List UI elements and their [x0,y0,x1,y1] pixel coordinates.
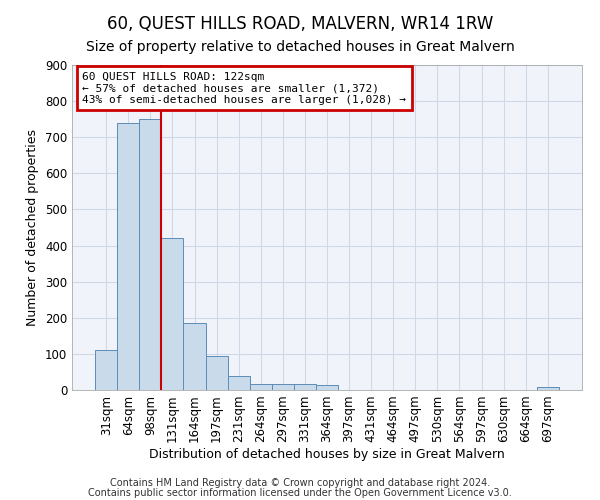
Bar [272,384,294,390]
Bar [139,119,161,390]
Bar [95,350,117,390]
Bar [294,384,316,390]
Bar [117,123,139,390]
Bar [161,238,184,390]
Text: Size of property relative to detached houses in Great Malvern: Size of property relative to detached ho… [86,40,514,54]
Text: Contains HM Land Registry data © Crown copyright and database right 2024.: Contains HM Land Registry data © Crown c… [110,478,490,488]
Text: Contains public sector information licensed under the Open Government Licence v3: Contains public sector information licen… [88,488,512,498]
X-axis label: Distribution of detached houses by size in Great Malvern: Distribution of detached houses by size … [149,448,505,461]
Bar [227,376,250,390]
Bar [184,323,206,390]
Bar [206,356,227,390]
Bar [316,385,338,390]
Text: 60, QUEST HILLS ROAD, MALVERN, WR14 1RW: 60, QUEST HILLS ROAD, MALVERN, WR14 1RW [107,15,493,33]
Text: 60 QUEST HILLS ROAD: 122sqm
← 57% of detached houses are smaller (1,372)
43% of : 60 QUEST HILLS ROAD: 122sqm ← 57% of det… [82,72,406,104]
Bar [250,384,272,390]
Bar [537,387,559,390]
Y-axis label: Number of detached properties: Number of detached properties [26,129,40,326]
